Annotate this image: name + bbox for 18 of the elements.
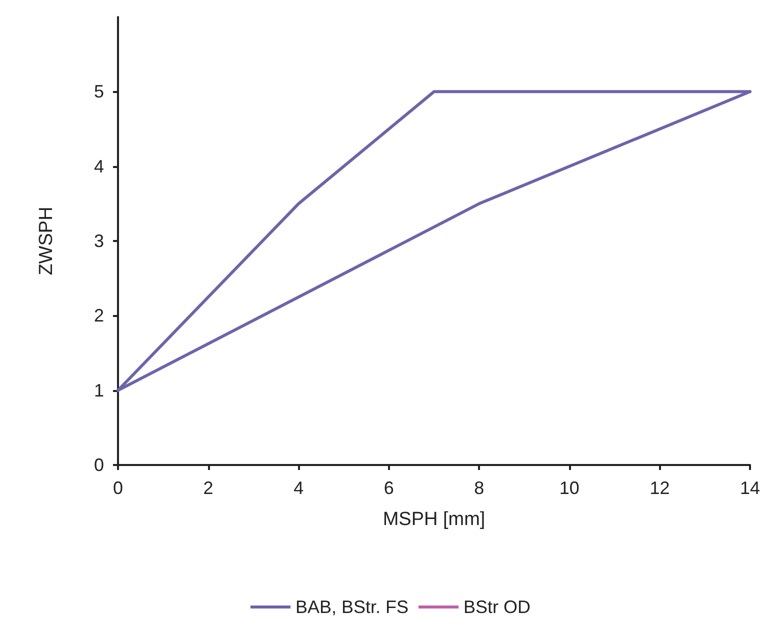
x-tick-label: 12 [650, 478, 670, 498]
x-axis-title: MSPH [mm] [382, 509, 486, 530]
legend-label: BAB, BStr. FS [295, 597, 409, 617]
legend-label: BStr OD [464, 597, 531, 617]
y-tick-label: 5 [94, 82, 104, 102]
y-tick-label: 2 [94, 306, 104, 326]
y-tick-label: 4 [94, 156, 104, 176]
y-axis-title: ZWSPH [36, 206, 57, 276]
x-tick-label: 4 [294, 478, 304, 498]
y-tick-label: 3 [94, 231, 104, 251]
x-tick-label: 6 [384, 478, 394, 498]
y-tick-label: 0 [94, 455, 104, 475]
x-tick-label: 10 [559, 478, 580, 498]
x-tick-label: 8 [474, 478, 484, 498]
x-tick-label: 0 [112, 478, 124, 498]
x-tick-label: 14 [740, 478, 760, 498]
y-tick-label: 1 [94, 380, 104, 400]
x-tick-label: 2 [203, 478, 214, 498]
